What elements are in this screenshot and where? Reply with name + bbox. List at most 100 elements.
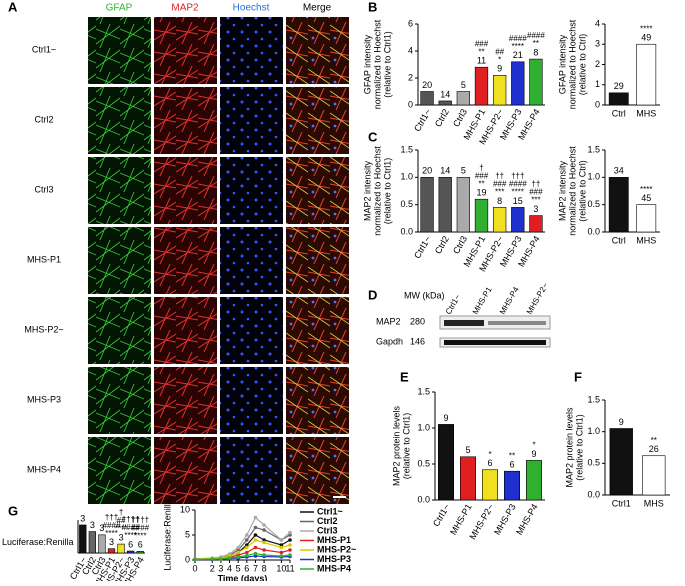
micrograph [220, 87, 283, 154]
n-label: 8 [497, 196, 502, 206]
n-label: 45 [641, 193, 651, 203]
y-tick-label: 4 [595, 18, 600, 28]
lane-label: Ctrl1~ [444, 293, 463, 316]
micrograph [220, 437, 283, 504]
blot-band [444, 340, 546, 345]
bar [456, 91, 471, 106]
significance: *** [495, 188, 504, 197]
n-label: 29 [614, 81, 624, 91]
n-label: 9 [443, 413, 448, 423]
y-tick-label: 5 [185, 529, 190, 539]
significance: **** [640, 24, 652, 33]
micrograph [286, 297, 349, 364]
y-tick-label: 0.0 [587, 226, 600, 236]
micrograph [220, 227, 283, 294]
y-tick-label: 0.0 [587, 489, 600, 499]
significance: #### [509, 34, 527, 43]
micrograph [286, 157, 349, 224]
point [245, 545, 249, 550]
point [253, 551, 258, 556]
n-label: 20 [422, 80, 432, 90]
n-label: 14 [440, 166, 450, 176]
point [245, 543, 249, 547]
y-axis-label: normalized to Hoechst [567, 146, 577, 236]
point [262, 548, 266, 552]
x-tick-label: Ctrl1~ [412, 234, 433, 260]
row-label: Ctrl3 [34, 184, 53, 194]
x-tick-label: Ctrl2 [433, 107, 451, 128]
y-tick-label: 0.0 [400, 226, 413, 236]
micrograph [88, 297, 151, 364]
n-label: 20 [422, 166, 432, 176]
micrograph [88, 227, 151, 294]
significance: **** [124, 531, 136, 540]
y-tick-label: 2 [595, 59, 600, 69]
bar [608, 177, 629, 233]
x-tick-label: MHS [636, 108, 656, 118]
point [193, 557, 197, 562]
point [219, 557, 223, 561]
micrograph [220, 297, 283, 364]
band-label: Gapdh [376, 336, 403, 346]
x-tick-label: 2 [210, 563, 215, 573]
significance: †††† [131, 515, 149, 524]
micrograph [220, 367, 283, 434]
legend-label: Ctrl2 [317, 516, 338, 526]
x-tick-label: Ctrl [612, 108, 626, 118]
significance: **** [512, 42, 524, 51]
significance: ## [117, 516, 126, 525]
significance: ### [529, 188, 543, 197]
series-line [194, 552, 291, 561]
significance: ††† [511, 172, 524, 181]
point [288, 533, 292, 537]
significance: †† [495, 172, 504, 181]
significance: * [498, 55, 501, 64]
y-tick-label: 0.5 [400, 199, 413, 209]
n-label: 3 [119, 532, 124, 542]
micrograph [286, 87, 349, 154]
significance: ** [478, 47, 484, 56]
y-tick-label: 3 [595, 39, 600, 49]
bar [420, 177, 434, 233]
x-tick-label: Ctrl [612, 235, 626, 245]
y-axis-label: MAP2 intensity [362, 160, 372, 221]
point [279, 545, 284, 550]
y-axis-label: (relative to Ctrl1) [382, 31, 392, 98]
y-tick-label: 1.5 [587, 394, 600, 404]
point [288, 530, 292, 535]
bar [492, 75, 507, 106]
significance: ## [495, 47, 504, 56]
panel-label: F [574, 369, 582, 384]
y-axis-label: (relative to Ctrl1) [574, 414, 584, 481]
bar [608, 92, 629, 106]
point [236, 555, 240, 559]
bar [117, 543, 125, 554]
significance: #### [527, 31, 545, 40]
bar [636, 204, 657, 233]
point [288, 538, 292, 542]
y-tick-label: 2 [408, 72, 413, 82]
bar [511, 61, 525, 106]
bar [107, 548, 116, 554]
significance: * [488, 450, 491, 459]
panel-label: A [8, 0, 18, 14]
bar [459, 456, 476, 501]
n-label: 6 [128, 539, 133, 549]
n-label: 14 [440, 89, 450, 99]
significance: #### [122, 523, 140, 532]
significance: ** [651, 436, 657, 445]
y-axis-label: (relative to Ctrl) [577, 160, 587, 222]
x-tick-label: Ctrl3 [451, 107, 469, 128]
point [210, 557, 215, 561]
y-tick-label: 0.0 [417, 494, 430, 504]
n-label: 5 [461, 80, 466, 90]
n-label: 5 [465, 445, 470, 455]
y-axis-label: MAP2 protein levels [564, 407, 574, 488]
x-tick-label: 7 [253, 563, 258, 573]
x-tick-label: 6 [244, 563, 249, 573]
y-tick-label: 1.0 [417, 422, 430, 432]
x-tick-label: Ctrl3 [451, 234, 469, 255]
micrograph [286, 367, 349, 434]
significance: ### [475, 39, 489, 48]
column-header: Merge [303, 3, 332, 14]
